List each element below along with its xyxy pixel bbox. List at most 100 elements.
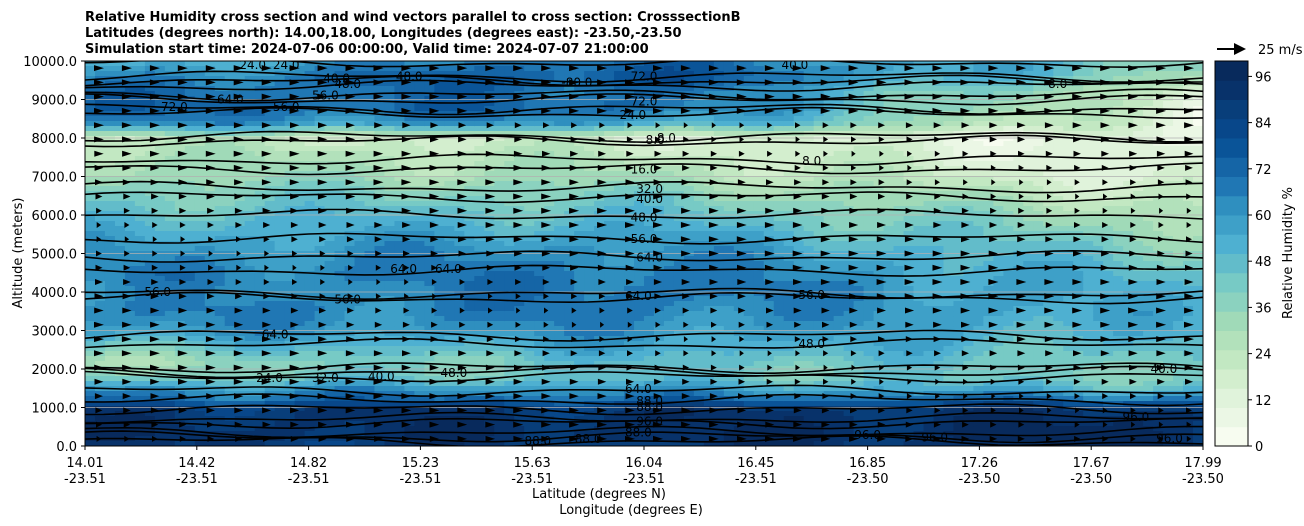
field-cell bbox=[534, 246, 545, 252]
field-cell bbox=[554, 256, 565, 262]
field-cell bbox=[284, 146, 296, 152]
field-cell bbox=[424, 331, 435, 337]
field-cell bbox=[424, 176, 435, 182]
field-cell bbox=[673, 371, 685, 377]
field-cell bbox=[624, 276, 635, 282]
field-cell bbox=[114, 326, 126, 332]
field-cell bbox=[94, 126, 106, 132]
field-cell bbox=[364, 306, 376, 312]
field-cell bbox=[514, 441, 525, 446]
field-cell bbox=[374, 376, 386, 382]
field-cell bbox=[394, 301, 406, 307]
field-cell bbox=[554, 76, 565, 82]
field-cell bbox=[404, 126, 416, 132]
field-cell bbox=[454, 161, 465, 167]
field-cell bbox=[334, 401, 346, 407]
field-cell bbox=[214, 351, 226, 357]
field-cell bbox=[414, 376, 425, 382]
field-cell bbox=[464, 371, 475, 377]
field-cell bbox=[344, 101, 356, 107]
field-cell bbox=[524, 146, 535, 152]
field-cell bbox=[624, 376, 635, 382]
field-cell bbox=[554, 156, 565, 162]
field-cell bbox=[454, 141, 465, 147]
field-cell bbox=[394, 76, 406, 82]
field-cell bbox=[723, 261, 735, 267]
field-cell bbox=[663, 206, 675, 212]
field-cell bbox=[344, 91, 356, 97]
field-cell bbox=[474, 156, 485, 162]
field-cell bbox=[574, 286, 585, 292]
field-cell bbox=[384, 141, 396, 147]
field-cell bbox=[104, 176, 116, 182]
field-cell bbox=[244, 126, 256, 132]
field-cell bbox=[604, 81, 615, 87]
field-cell bbox=[683, 376, 695, 382]
field-cell bbox=[224, 311, 236, 317]
field-cell bbox=[494, 341, 505, 347]
field-cell bbox=[194, 326, 206, 332]
field-cell bbox=[663, 106, 675, 112]
field-cell bbox=[364, 116, 376, 122]
field-cell bbox=[673, 86, 685, 92]
field-cell bbox=[504, 361, 515, 367]
field-cell bbox=[214, 386, 226, 392]
field-cell bbox=[264, 326, 276, 332]
field-cell bbox=[703, 356, 715, 362]
field-cell bbox=[584, 61, 595, 67]
field-cell bbox=[344, 161, 356, 167]
field-cell bbox=[214, 111, 226, 117]
field-cell bbox=[85, 266, 96, 272]
field-cell bbox=[164, 376, 176, 382]
field-cell bbox=[324, 156, 336, 162]
field-cell bbox=[134, 281, 146, 287]
field-cell bbox=[434, 356, 445, 362]
field-cell bbox=[584, 181, 595, 187]
field-cell bbox=[144, 421, 156, 427]
field-cell bbox=[334, 126, 346, 132]
field-cell bbox=[574, 131, 585, 137]
field-cell bbox=[274, 301, 286, 307]
field-cell bbox=[494, 416, 505, 422]
field-cell bbox=[454, 186, 465, 192]
field-cell bbox=[614, 66, 625, 72]
field-cell bbox=[554, 421, 565, 427]
field-cell bbox=[594, 301, 605, 307]
field-cell bbox=[144, 306, 156, 312]
field-cell bbox=[514, 141, 525, 147]
field-cell bbox=[384, 386, 396, 392]
field-cell bbox=[214, 96, 226, 102]
field-cell bbox=[693, 256, 705, 262]
field-cell bbox=[224, 71, 236, 77]
field-cell bbox=[514, 181, 525, 187]
field-cell bbox=[644, 131, 655, 137]
field-cell bbox=[224, 316, 236, 322]
field-cell bbox=[314, 341, 326, 347]
field-cell bbox=[404, 356, 416, 362]
field-cell bbox=[574, 411, 585, 417]
field-cell bbox=[574, 166, 585, 172]
field-cell bbox=[404, 176, 416, 182]
field-cell bbox=[174, 311, 186, 317]
field-cell bbox=[264, 376, 276, 382]
field-cell bbox=[683, 221, 695, 227]
field-cell bbox=[384, 116, 396, 122]
field-cell bbox=[154, 296, 166, 302]
field-cell bbox=[554, 391, 565, 397]
field-cell bbox=[524, 281, 535, 287]
field-cell bbox=[723, 176, 735, 182]
field-cell bbox=[254, 96, 266, 102]
field-cell bbox=[414, 421, 425, 427]
field-cell bbox=[653, 171, 665, 177]
field-cell bbox=[244, 221, 256, 227]
field-cell bbox=[723, 106, 735, 112]
field-cell bbox=[214, 181, 226, 187]
field-cell bbox=[614, 246, 625, 252]
field-cell bbox=[494, 316, 505, 322]
field-cell bbox=[514, 116, 525, 122]
field-cell bbox=[94, 296, 106, 302]
field-cell bbox=[134, 396, 146, 402]
field-cell bbox=[414, 216, 425, 222]
field-cell bbox=[693, 276, 705, 282]
field-cell bbox=[374, 346, 386, 352]
